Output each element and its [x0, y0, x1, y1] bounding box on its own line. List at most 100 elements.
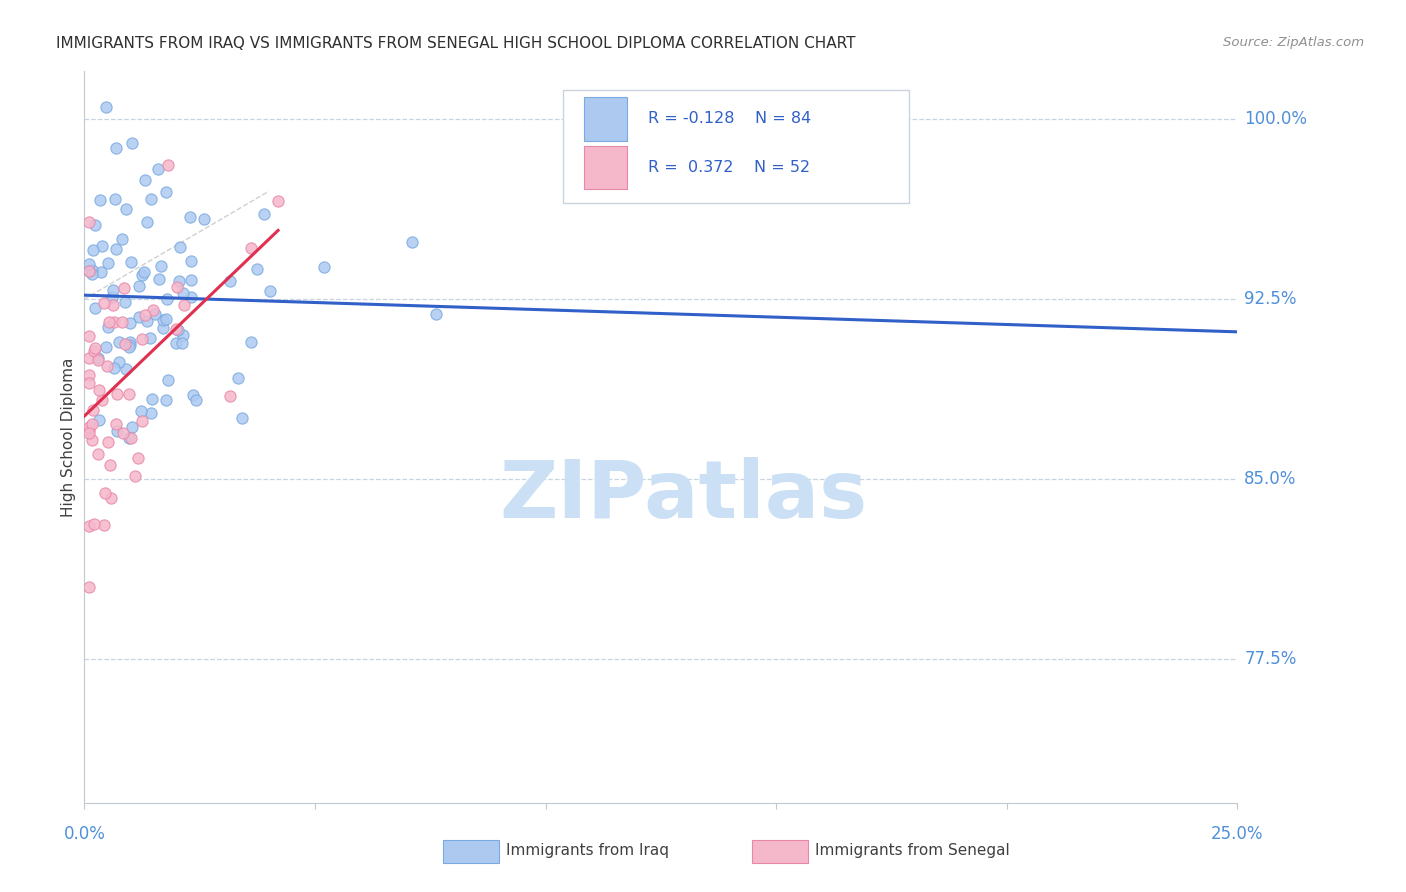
- Point: [80, 267, 103, 281]
- Point: [180, 273, 202, 287]
- Point: [136, 314, 159, 328]
- Point: [425, 307, 447, 321]
- Point: [105, 425, 128, 439]
- Point: [401, 235, 423, 249]
- Point: [77, 351, 100, 365]
- Point: [82, 402, 104, 417]
- Point: [77, 518, 100, 533]
- Point: [128, 310, 150, 325]
- Point: [150, 259, 173, 273]
- Point: [218, 274, 240, 288]
- Point: [104, 417, 127, 431]
- Point: [124, 468, 146, 483]
- Point: [101, 290, 124, 304]
- Point: [77, 580, 100, 594]
- Point: [112, 281, 135, 295]
- Point: [111, 316, 134, 330]
- Point: [96, 359, 118, 373]
- Point: [172, 327, 194, 342]
- Point: [83, 301, 105, 315]
- Point: [267, 194, 290, 209]
- Point: [97, 315, 120, 329]
- Point: [118, 334, 141, 349]
- Point: [240, 334, 263, 349]
- Point: [132, 265, 155, 279]
- Point: [103, 360, 125, 375]
- Point: [120, 338, 142, 352]
- Point: [218, 389, 240, 403]
- Point: [93, 517, 115, 532]
- Point: [77, 257, 100, 271]
- Point: [165, 336, 187, 351]
- Point: [155, 392, 177, 407]
- Point: [120, 316, 142, 330]
- Point: [129, 403, 152, 417]
- Text: 85.0%: 85.0%: [1244, 470, 1296, 488]
- Point: [77, 376, 100, 390]
- Point: [103, 298, 125, 312]
- Point: [114, 362, 136, 376]
- Point: [152, 320, 174, 334]
- Point: [83, 341, 105, 355]
- Point: [87, 383, 110, 397]
- Point: [139, 406, 162, 420]
- Point: [246, 261, 269, 276]
- Point: [104, 193, 127, 207]
- Point: [127, 451, 149, 466]
- Point: [86, 447, 108, 461]
- Point: [87, 352, 110, 367]
- Point: [152, 313, 174, 327]
- Point: [83, 516, 105, 531]
- Point: [91, 238, 114, 252]
- Point: [239, 241, 262, 255]
- Point: [120, 431, 142, 445]
- Point: [156, 373, 179, 387]
- Point: [128, 279, 150, 293]
- Point: [166, 322, 188, 336]
- Point: [131, 268, 153, 283]
- Point: [77, 420, 100, 434]
- Point: [89, 194, 111, 208]
- Point: [77, 329, 100, 343]
- Point: [87, 351, 110, 365]
- Text: Source: ZipAtlas.com: Source: ZipAtlas.com: [1223, 36, 1364, 49]
- Point: [103, 283, 125, 297]
- Point: [103, 315, 125, 329]
- Point: [173, 298, 195, 312]
- Point: [83, 343, 105, 358]
- Point: [105, 387, 128, 401]
- Text: R =  0.372    N = 52: R = 0.372 N = 52: [648, 160, 810, 175]
- Point: [115, 202, 138, 216]
- Point: [172, 336, 194, 351]
- Point: [96, 256, 118, 270]
- Point: [97, 319, 120, 334]
- Point: [93, 296, 115, 310]
- Point: [77, 423, 100, 437]
- Point: [193, 212, 215, 227]
- Point: [79, 263, 101, 277]
- Point: [97, 435, 120, 450]
- Point: [118, 386, 141, 401]
- Point: [80, 433, 103, 447]
- Point: [108, 354, 131, 368]
- Point: [121, 419, 143, 434]
- Text: ZIPatlas: ZIPatlas: [499, 457, 868, 534]
- Point: [184, 392, 207, 407]
- Point: [98, 458, 121, 473]
- Point: [166, 280, 188, 294]
- Point: [226, 371, 249, 385]
- Point: [77, 215, 100, 229]
- Point: [169, 274, 191, 288]
- Point: [148, 272, 170, 286]
- FancyBboxPatch shape: [583, 96, 627, 141]
- Text: 77.5%: 77.5%: [1244, 650, 1296, 668]
- Point: [155, 185, 177, 199]
- Point: [118, 340, 141, 354]
- Point: [181, 388, 204, 402]
- Text: R = -0.128    N = 84: R = -0.128 N = 84: [648, 112, 811, 127]
- Text: 92.5%: 92.5%: [1244, 290, 1296, 308]
- Point: [139, 331, 162, 345]
- Point: [84, 219, 107, 233]
- Point: [180, 290, 202, 304]
- Y-axis label: High School Diploma: High School Diploma: [60, 358, 76, 516]
